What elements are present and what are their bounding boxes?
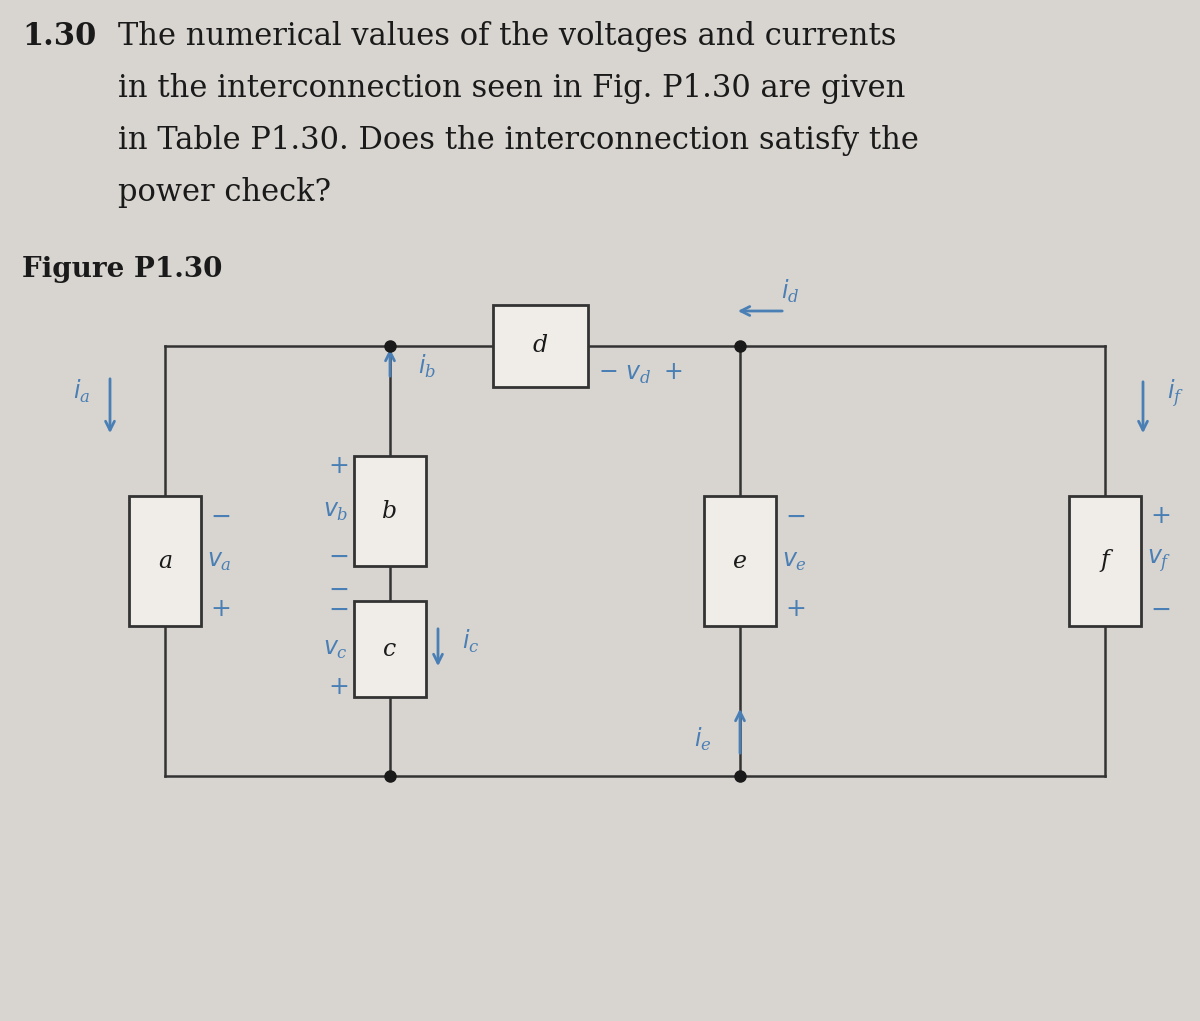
FancyBboxPatch shape — [130, 496, 200, 626]
FancyBboxPatch shape — [354, 601, 426, 696]
Text: e: e — [733, 549, 746, 573]
Text: Figure P1.30: Figure P1.30 — [22, 256, 222, 283]
Text: $-$: $-$ — [210, 504, 230, 528]
FancyBboxPatch shape — [354, 456, 426, 566]
Text: in Table P1.30. Does the interconnection satisfy the: in Table P1.30. Does the interconnection… — [118, 125, 919, 156]
Text: $+$: $+$ — [210, 597, 230, 621]
Text: $i_{\mathregular{e}}$: $i_{\mathregular{e}}$ — [695, 725, 712, 752]
Text: $-\ v_{\mathregular{d}}\ +$: $-\ v_{\mathregular{d}}\ +$ — [598, 361, 683, 386]
Text: $-$: $-$ — [328, 577, 348, 601]
Text: $-$: $-$ — [1150, 597, 1170, 621]
Text: in the interconnection seen in Fig. P1.30 are given: in the interconnection seen in Fig. P1.3… — [118, 72, 905, 104]
Text: $-$: $-$ — [328, 597, 348, 621]
Text: $-$: $-$ — [785, 504, 805, 528]
Text: $v_{\mathregular{c}}$: $v_{\mathregular{c}}$ — [323, 637, 348, 661]
Text: $v_{\mathregular{f}}$: $v_{\mathregular{f}}$ — [1147, 547, 1171, 575]
Text: $+$: $+$ — [328, 454, 348, 478]
Text: $+$: $+$ — [1150, 504, 1170, 528]
Text: b: b — [383, 499, 397, 523]
Text: f: f — [1100, 549, 1109, 573]
Text: $i_{\mathregular{b}}$: $i_{\mathregular{b}}$ — [418, 352, 436, 380]
Text: $v_{\mathregular{e}}$: $v_{\mathregular{e}}$ — [782, 549, 808, 573]
Text: $i_{\mathregular{c}}$: $i_{\mathregular{c}}$ — [462, 627, 480, 654]
Text: $i_{\mathregular{f}}$: $i_{\mathregular{f}}$ — [1166, 377, 1184, 408]
Text: $-$: $-$ — [328, 544, 348, 568]
Text: power check?: power check? — [118, 177, 331, 208]
Text: a: a — [158, 549, 172, 573]
FancyBboxPatch shape — [704, 496, 776, 626]
Text: $+$: $+$ — [785, 597, 805, 621]
Text: $i_{\mathregular{a}}$: $i_{\mathregular{a}}$ — [73, 378, 91, 404]
Text: d: d — [533, 335, 547, 357]
Text: $v_{\mathregular{a}}$: $v_{\mathregular{a}}$ — [206, 549, 232, 573]
Text: c: c — [383, 637, 397, 661]
FancyBboxPatch shape — [492, 305, 588, 387]
Text: $v_{\mathregular{b}}$: $v_{\mathregular{b}}$ — [323, 499, 348, 523]
Text: $i_{\mathregular{d}}$: $i_{\mathregular{d}}$ — [781, 278, 799, 304]
FancyBboxPatch shape — [1069, 496, 1141, 626]
Text: The numerical values of the voltages and currents: The numerical values of the voltages and… — [118, 21, 896, 52]
Text: $+$: $+$ — [328, 675, 348, 699]
Text: 1.30: 1.30 — [22, 21, 96, 52]
